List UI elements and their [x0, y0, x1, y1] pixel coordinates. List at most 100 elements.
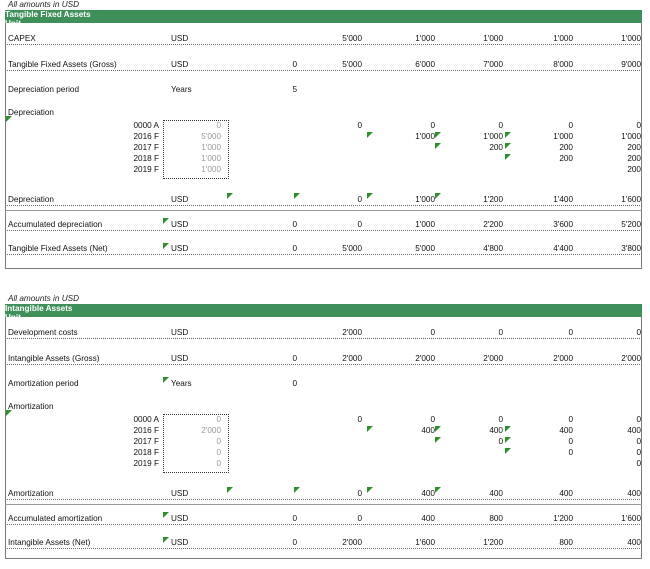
accumulated-dotted-rule [5, 524, 642, 525]
net-value-0: 2'000 [342, 538, 362, 547]
green-flag-3 [367, 487, 373, 493]
green-flag-0 [6, 410, 12, 416]
schedule-cell-0-1: 0 [430, 121, 435, 130]
depreciation-value-4: 400 [627, 489, 641, 498]
schedule-label: Depreciation [8, 108, 54, 117]
gross-value-1: 6'000 [415, 60, 435, 69]
header-year-0: 2016 F [616, 28, 643, 37]
depreciation-label: Amortization [8, 489, 54, 498]
green-flag-9 [505, 132, 511, 138]
header-year-3: 2019 F [616, 55, 643, 64]
accumulated-value-1: 1'000 [415, 220, 435, 229]
schedule-cell-1-4: 400 [627, 426, 641, 435]
header-year-1: 2017 F [616, 331, 643, 340]
period-unit: Years [171, 379, 192, 388]
accumulated-value-4: 1'600 [621, 514, 641, 523]
accumulated-value-3: 1'200 [553, 514, 573, 523]
net-value-3: 800 [559, 538, 573, 547]
net-value-4: 400 [627, 538, 641, 547]
schedule-cell-1-4: 1'000 [621, 132, 641, 141]
gross-label: Intangible Assets (Gross) [8, 354, 100, 363]
capex-label: Development costs [8, 328, 78, 337]
tangible-caption: All amounts in USD [8, 0, 79, 9]
depreciation-value-2: 400 [489, 489, 503, 498]
header-unit: Unit [5, 19, 21, 28]
depreciation-value-3: 1'400 [553, 195, 573, 204]
capex-value-2: 1'000 [483, 34, 503, 43]
green-flag-7 [367, 132, 373, 138]
schedule-cell-0-3: 0 [568, 121, 573, 130]
depreciation-value-0: 0 [357, 489, 362, 498]
schedule-cell-1-3: 400 [559, 426, 573, 435]
depreciation-value-1: 1'000 [415, 195, 435, 204]
accumulated-opening: 0 [292, 220, 297, 229]
gross-label: Tangible Fixed Assets (Gross) [8, 60, 117, 69]
green-flag-10 [435, 143, 441, 149]
intangible-table-frame [5, 317, 642, 559]
gross-value-2: 2'000 [483, 354, 503, 363]
schedule-cell-0-0: 0 [357, 121, 362, 130]
schedule-cell-0-2: 0 [498, 415, 503, 424]
green-flag-4 [435, 193, 441, 199]
green-flag-1 [227, 487, 233, 493]
green-flag-7 [163, 377, 169, 383]
schedule-vintage-2: 2017 F [133, 437, 160, 446]
schedule-cell-4-4: 200 [627, 165, 641, 174]
depreciation-solid-rule [5, 504, 642, 505]
schedule-cell-2-2: 0 [498, 437, 503, 446]
period-label: Amortization period [8, 379, 79, 388]
capex-value-1: 1'000 [415, 34, 435, 43]
green-flag-4 [435, 487, 441, 493]
tangible-table-frame [5, 23, 642, 269]
schedule-input-4: 1'000 [201, 165, 221, 174]
schedule-cell-0-4: 0 [636, 121, 641, 130]
header-year-1: 2017 F [616, 37, 643, 46]
green-flag-5 [163, 218, 169, 224]
gross-unit: USD [171, 60, 189, 69]
net-opening: 0 [292, 244, 297, 253]
schedule-cell-1-2: 400 [489, 426, 503, 435]
schedule-input-3: 1'000 [201, 154, 221, 163]
header-title: Tangible Fixed Assets [5, 10, 91, 19]
schedule-input-0: 0 [216, 121, 221, 130]
gross-dotted-rule [5, 364, 642, 365]
depreciation-label: Depreciation [8, 195, 54, 204]
net-opening: 0 [292, 538, 297, 547]
capex-value-0: 2'000 [342, 328, 362, 337]
green-flag-2 [294, 487, 300, 493]
schedule-cell-0-2: 0 [498, 121, 503, 130]
header-year-3: 2019 F [616, 349, 643, 358]
schedule-vintage-0: 0000 A [133, 415, 160, 424]
capex-value-3: 0 [568, 328, 573, 337]
net-dotted-rule [5, 548, 642, 549]
capex-value-4: 1'000 [621, 34, 641, 43]
schedule-input-box [163, 120, 229, 179]
depreciation-unit: USD [171, 489, 189, 498]
capex-value-2: 0 [498, 328, 503, 337]
green-flag-8 [367, 426, 373, 432]
green-flag-11 [435, 437, 441, 443]
depreciation-unit: USD [171, 195, 189, 204]
schedule-cell-3-3: 0 [568, 448, 573, 457]
schedule-input-box [163, 414, 229, 473]
header-year-0: 2016 F [616, 322, 643, 331]
capex-value-4: 0 [636, 328, 641, 337]
gross-unit: USD [171, 354, 189, 363]
green-flag-5 [163, 512, 169, 518]
schedule-cell-0-1: 0 [430, 415, 435, 424]
schedule-input-4: 0 [216, 459, 221, 468]
accumulated-value-4: 5'200 [621, 220, 641, 229]
accumulated-unit: USD [171, 514, 189, 523]
net-value-4: 3'800 [621, 244, 641, 253]
capex-dotted-rule [5, 338, 642, 339]
schedule-cell-1-1: 1'000 [415, 132, 435, 141]
intangible-caption: All amounts in USD [8, 294, 79, 303]
gross-value-2: 7'000 [483, 60, 503, 69]
period-value: 5 [292, 85, 297, 94]
green-flag-8 [435, 132, 441, 138]
schedule-cell-1-2: 1'000 [483, 132, 503, 141]
schedule-vintage-1: 2016 F [133, 132, 160, 141]
gross-opening: 0 [292, 354, 297, 363]
capex-dotted-rule [5, 44, 642, 45]
